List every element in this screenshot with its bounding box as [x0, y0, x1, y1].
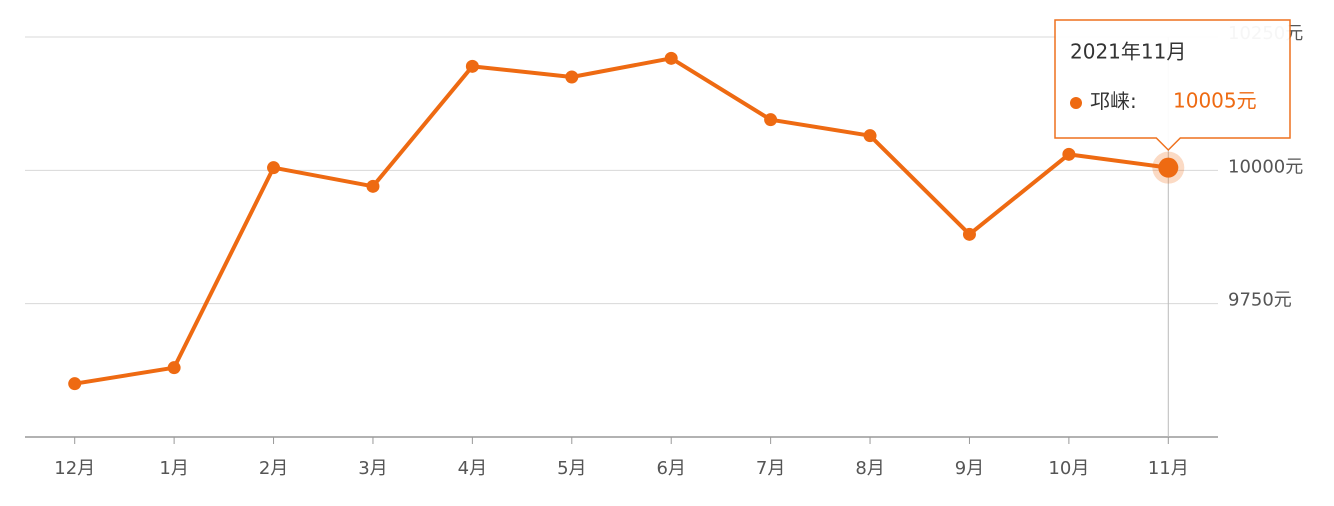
tooltip-box: [1054, 19, 1291, 152]
y-tick-label: 9750元: [1228, 290, 1292, 311]
point: [68, 377, 82, 391]
y-tick-label: 10000元: [1228, 156, 1303, 177]
tooltip-row: 邛崃:: [1090, 89, 1137, 113]
tooltip-series: 邛崃: [1090, 89, 1130, 113]
point: [764, 113, 778, 127]
x-tick-label: 3月: [358, 458, 387, 479]
tooltip-separator: :: [1130, 89, 1137, 113]
tooltip-dot: [1070, 97, 1082, 109]
point: [565, 70, 579, 84]
tooltip-title: 2021年11月: [1070, 40, 1186, 64]
point: [1158, 157, 1179, 178]
point: [267, 161, 281, 175]
x-tick-label: 2月: [259, 458, 288, 479]
point: [167, 361, 181, 375]
tooltip-value: 10005元: [1173, 89, 1257, 113]
x-tick-label: 4月: [458, 458, 487, 479]
x-tick-label: 8月: [855, 458, 884, 479]
line: [74, 56, 1169, 386]
point: [664, 51, 678, 65]
x-tick-label: 12月: [54, 458, 95, 479]
point: [465, 59, 479, 73]
point: [1062, 147, 1076, 161]
x-tick-label: 11月: [1148, 458, 1189, 479]
x-tick-label: 10月: [1048, 458, 1089, 479]
x-tick-label: 7月: [756, 458, 785, 479]
x-tick-label: 5月: [557, 458, 586, 479]
x-tick-label: 9月: [955, 458, 984, 479]
x-tick-label: 6月: [656, 458, 685, 479]
point: [366, 179, 380, 193]
point: [863, 129, 877, 143]
point: [962, 227, 976, 241]
x-tick-label: 1月: [159, 458, 188, 479]
